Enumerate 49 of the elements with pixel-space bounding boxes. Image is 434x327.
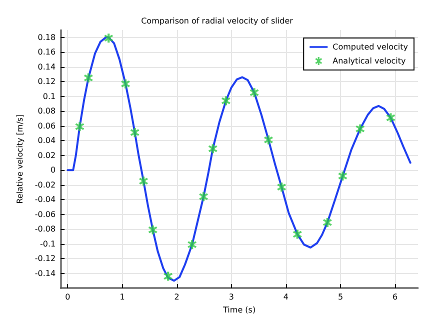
point xyxy=(164,272,173,281)
y-tick-label: -0.12 xyxy=(34,254,56,264)
point xyxy=(148,225,158,234)
y-tick-label: 0.04 xyxy=(38,136,56,146)
point xyxy=(139,176,148,186)
y-tick-label: 0.18 xyxy=(38,32,56,42)
x-tick-label: 1 xyxy=(120,292,125,302)
point xyxy=(356,124,365,134)
point xyxy=(250,88,259,98)
y-tick-label: -0.06 xyxy=(34,210,56,219)
x-tick-label: 3 xyxy=(228,292,234,302)
point xyxy=(199,192,208,202)
point xyxy=(84,73,93,82)
x-axis-title: Time (s) xyxy=(222,306,256,314)
point xyxy=(264,135,273,144)
point xyxy=(221,96,230,106)
y-tick-label: -0.08 xyxy=(34,224,56,234)
y-tick-label: 0.14 xyxy=(38,62,56,72)
x-tick-label: 2 xyxy=(174,292,180,302)
point xyxy=(130,128,140,138)
point xyxy=(104,34,114,43)
point xyxy=(338,172,348,181)
x-tick-label: 0 xyxy=(65,292,70,302)
point xyxy=(386,113,396,122)
point xyxy=(277,182,286,192)
y-tick-label: -0.1 xyxy=(40,239,56,248)
point xyxy=(75,122,84,132)
legend-label: Computed velocity xyxy=(332,42,408,52)
y-tick-label: 0.08 xyxy=(38,106,56,116)
point xyxy=(208,144,218,154)
y-tick-label: 0 xyxy=(50,166,56,175)
y-tick-label: 0.1 xyxy=(42,92,56,101)
chart-title: Comparison of radial velocity of slider xyxy=(141,16,294,26)
y-tick-label: -0.02 xyxy=(34,180,56,190)
x-tick-label: 5 xyxy=(338,292,344,302)
point xyxy=(322,218,332,227)
x-tick-label: 6 xyxy=(392,292,398,302)
y-tick-label: -0.14 xyxy=(34,268,56,278)
point xyxy=(121,79,130,88)
y-tick-label: -0.04 xyxy=(34,195,56,204)
point xyxy=(188,240,197,250)
y-tick-label: 0.02 xyxy=(38,150,56,160)
point xyxy=(292,230,302,239)
y-tick-label: 0.12 xyxy=(38,77,56,86)
x-tick-label: 4 xyxy=(283,292,288,302)
y-axis-title: Relative velocity [m/s] xyxy=(16,114,24,204)
y-tick-label: 0.06 xyxy=(38,121,56,130)
legend-label: Analytical velocity xyxy=(332,56,406,66)
y-tick-label: 0.16 xyxy=(38,48,56,57)
